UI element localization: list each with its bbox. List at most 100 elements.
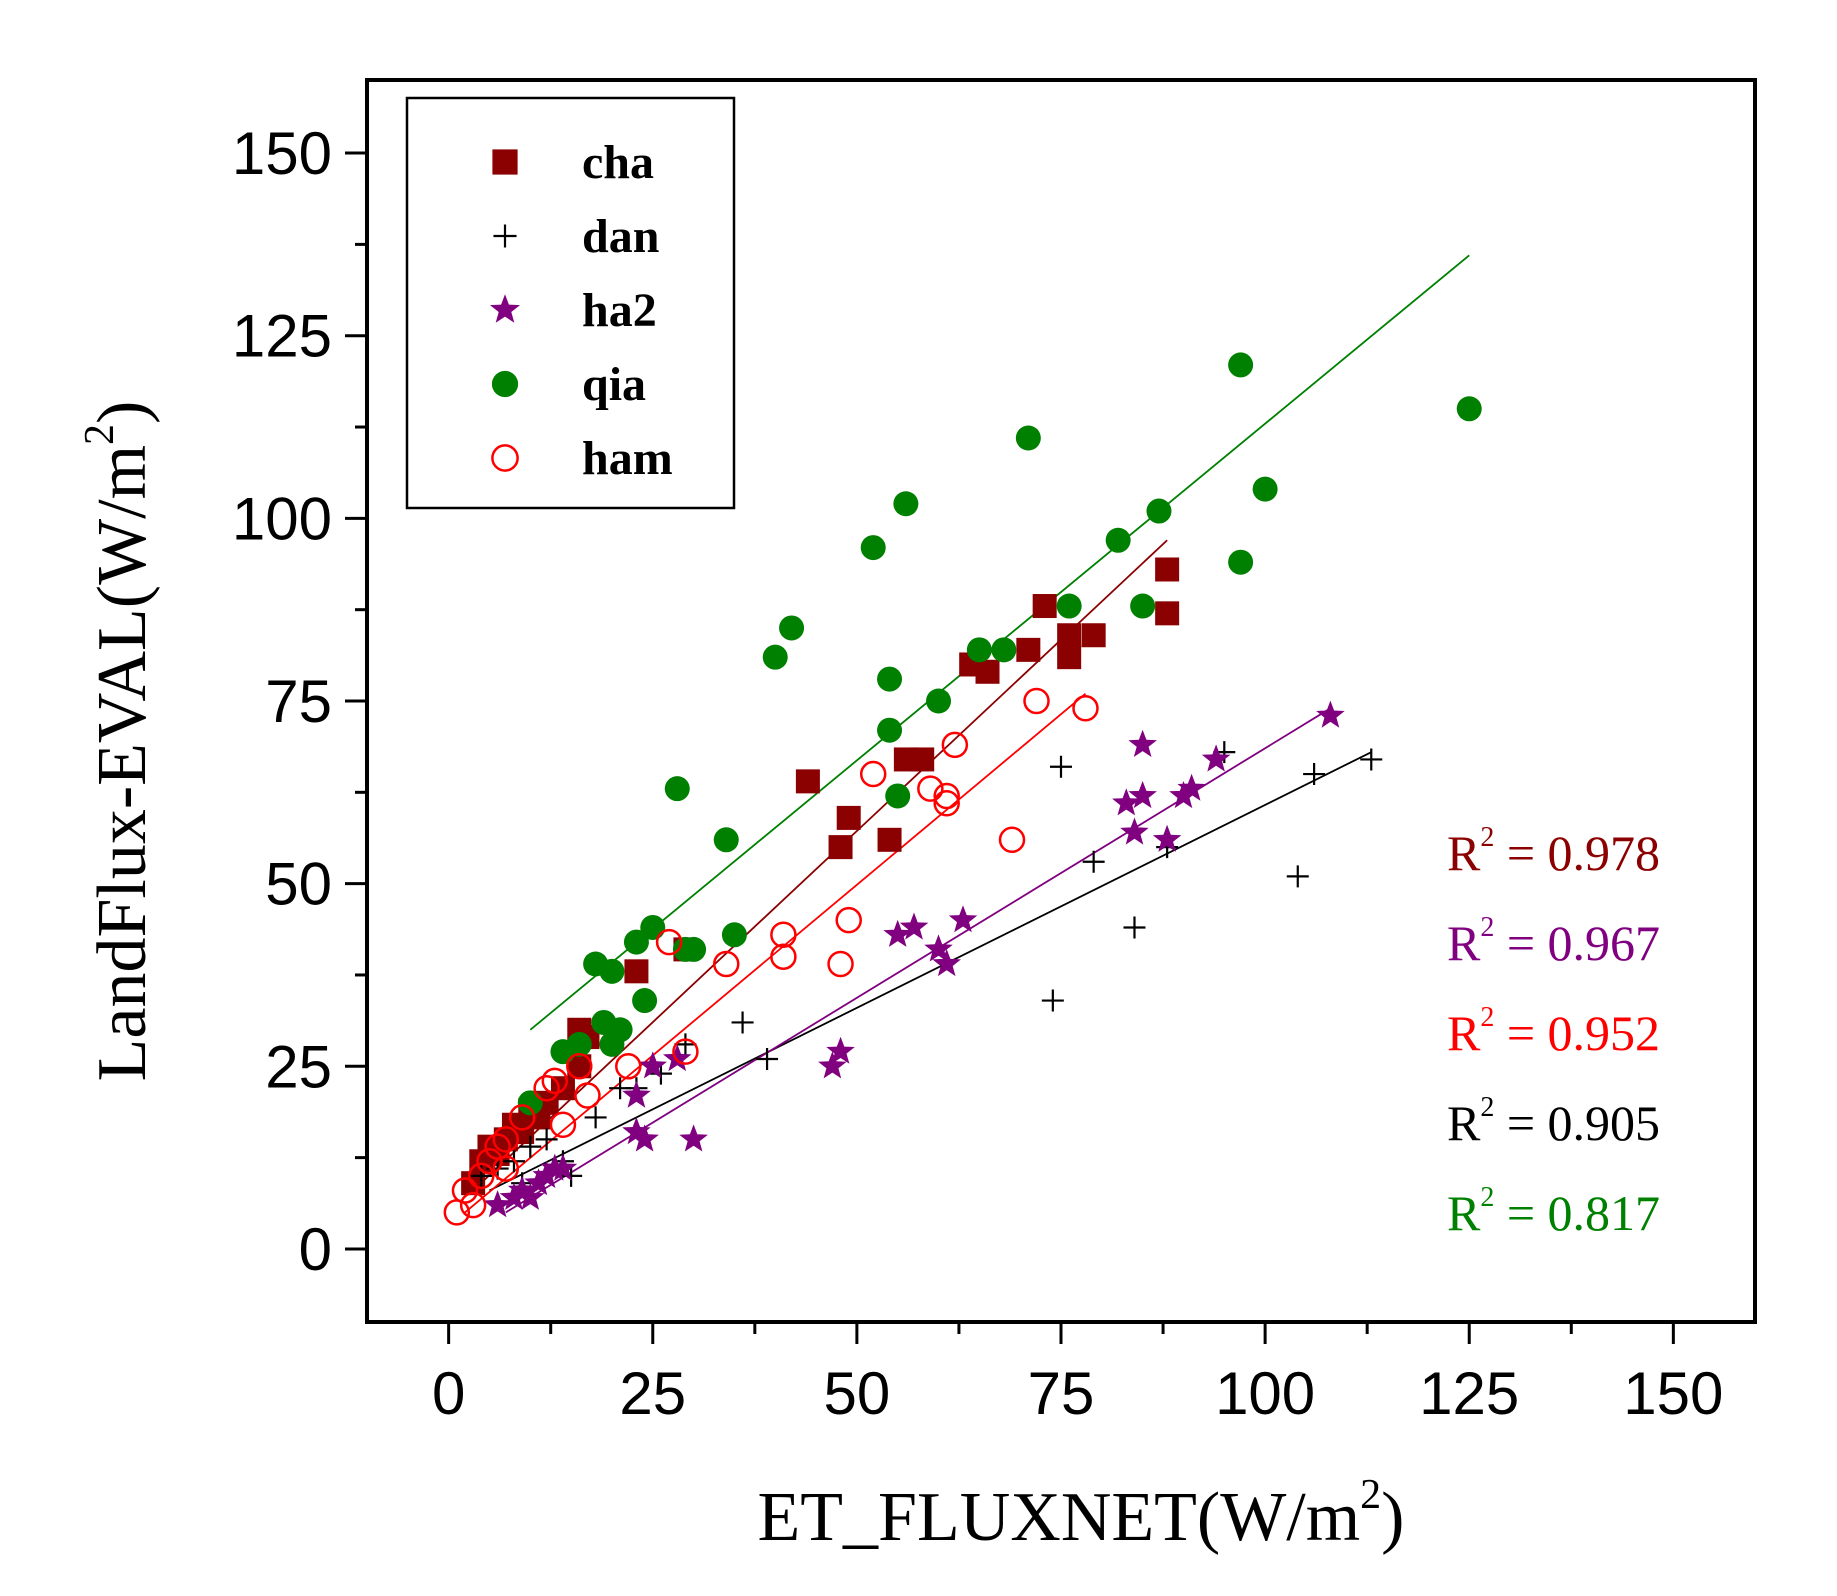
data-point-ha2	[679, 1124, 708, 1152]
data-point-qia	[566, 1031, 592, 1057]
r2-value: = 0.817	[1494, 1185, 1660, 1241]
data-point-ha2	[638, 1051, 667, 1079]
data-point-qia	[1456, 396, 1482, 422]
y-axis-title-close: )	[84, 401, 161, 424]
y-axis-title-sup: 2	[77, 424, 123, 445]
legend-label-cha: cha	[582, 136, 654, 189]
data-point-ha2	[1152, 824, 1182, 852]
data-point-ham	[1072, 695, 1099, 722]
data-point-ham	[859, 760, 887, 788]
data-point-qia	[640, 914, 666, 940]
data-point-qia	[966, 637, 992, 663]
legend-label-dan: dan	[582, 210, 659, 263]
data-point-ham	[941, 731, 969, 759]
r2-label-ha2: R2 = 0.967	[1447, 912, 1660, 971]
data-point-ham	[549, 1111, 577, 1138]
data-point-qia	[877, 666, 903, 692]
data-point-ham	[615, 1053, 642, 1080]
data-point-qia	[517, 1090, 543, 1116]
x-tick-label: 75	[1028, 1360, 1095, 1427]
data-point-ha2	[1120, 817, 1149, 845]
x-tick-label: 50	[824, 1360, 891, 1427]
data-point-qia	[860, 535, 886, 561]
fit-line-ham	[464, 693, 1087, 1214]
fit-line-cha	[472, 539, 1168, 1192]
data-point-ham	[468, 1162, 495, 1190]
r2-superscript: 2	[1480, 822, 1494, 853]
data-point-dan	[1286, 865, 1309, 888]
data-point-ha2	[899, 912, 929, 940]
data-point-ha2	[548, 1153, 578, 1181]
data-point-qia	[664, 776, 690, 802]
data-point-cha	[1155, 601, 1180, 626]
r2-symbol: R	[1447, 915, 1481, 971]
legend-label-qia: qia	[582, 358, 646, 411]
data-point-dan	[584, 1106, 607, 1129]
data-point-ha2	[818, 1051, 847, 1079]
data-point-ham	[933, 782, 960, 810]
r2-symbol: R	[1447, 1095, 1481, 1151]
data-point-ham	[672, 1038, 699, 1065]
data-point-qia	[877, 717, 903, 743]
y-tick-label: 75	[265, 668, 332, 735]
data-point-qia	[721, 922, 747, 948]
data-point-ha2	[499, 1182, 529, 1210]
data-point-qia	[681, 936, 707, 962]
data-point-cha	[877, 827, 902, 852]
x-tick-label: 125	[1419, 1360, 1519, 1427]
data-point-ha2	[1201, 744, 1231, 772]
data-point-cha	[1016, 637, 1041, 662]
data-point-cha	[1057, 645, 1082, 670]
data-point-ha2	[507, 1175, 537, 1203]
data-point-qia	[1105, 527, 1131, 553]
data-point-ham	[835, 906, 862, 934]
data-point-cha	[624, 959, 649, 984]
data-point-dan	[1123, 916, 1146, 939]
data-point-qia	[779, 615, 805, 641]
data-point-ham	[655, 928, 683, 956]
data-point-cha	[828, 835, 853, 860]
data-point-ha2	[1112, 788, 1141, 816]
data-point-ha2	[1177, 773, 1206, 801]
data-point-qia	[1146, 498, 1172, 524]
data-point-ham	[541, 1067, 569, 1095]
data-point-ham	[770, 921, 797, 949]
data-point-qia	[893, 491, 919, 517]
data-point-ham	[933, 790, 960, 817]
data-point-dan	[1360, 748, 1383, 771]
data-point-qia	[762, 644, 788, 670]
data-point-dan	[1082, 850, 1105, 873]
data-point-ham	[770, 943, 797, 970]
r2-superscript: 2	[1480, 1182, 1494, 1213]
data-point-ha2	[932, 949, 961, 977]
data-point-ham	[566, 1053, 593, 1080]
data-point-cha	[975, 659, 1000, 684]
legend-label-ham: ham	[582, 432, 673, 485]
data-point-ha2	[483, 1190, 512, 1218]
legend-box	[405, 96, 736, 510]
data-point-ha2	[1128, 781, 1157, 809]
data-point-cha	[1032, 594, 1057, 619]
legend-marker-cha	[492, 149, 518, 175]
r2-value: = 0.978	[1494, 825, 1660, 881]
data-point-dan	[1041, 989, 1064, 1012]
plot-frame	[365, 78, 1757, 1324]
y-tick-label: 50	[265, 851, 332, 918]
legend-marker-dan	[493, 224, 517, 248]
r2-value: = 0.905	[1494, 1095, 1660, 1151]
data-point-cha	[1081, 623, 1106, 648]
data-point-qia	[623, 929, 649, 955]
data-point-ham	[459, 1191, 487, 1219]
x-tick-label: 0	[432, 1360, 465, 1427]
data-point-ha2	[622, 1080, 651, 1108]
data-point-ha2	[663, 1044, 692, 1072]
data-point-dan	[1303, 763, 1326, 786]
r2-label-dan: R2 = 0.905	[1447, 1092, 1660, 1151]
x-tick-label: 25	[619, 1360, 686, 1427]
data-point-qia	[1252, 476, 1278, 502]
r2-label-qia: R2 = 0.817	[1447, 1182, 1660, 1241]
x-axis-title: ET_FLUXNET(W/m2)	[758, 1472, 1405, 1556]
x-tick-label: 100	[1215, 1360, 1315, 1427]
data-point-ham	[451, 1177, 479, 1204]
